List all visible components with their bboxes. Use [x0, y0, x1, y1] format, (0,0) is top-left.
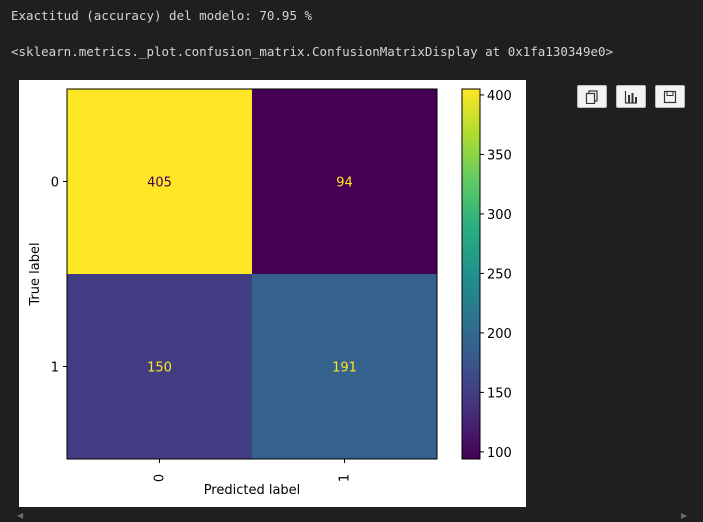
copy-button[interactable]: [577, 85, 607, 108]
matrix-frame: [66, 88, 438, 460]
y-axis-label: True label: [28, 242, 43, 306]
colorbar-tick-label: 400: [487, 89, 512, 104]
y-tick-label: 1: [51, 361, 59, 376]
matrix-cell-0-0: [67, 89, 252, 274]
colorbar-tick-label: 100: [487, 446, 512, 461]
plot-toolbar: [577, 85, 685, 108]
scroll-right-arrow[interactable]: ▶: [681, 511, 688, 520]
colorbar: [461, 88, 481, 460]
colorbar-ticks: 100 150 200 250 300 350 400: [480, 89, 512, 461]
cell-value-0-1: 94: [336, 176, 353, 191]
y-axis-ticks: 01: [51, 176, 67, 376]
save-button[interactable]: [655, 85, 685, 108]
bar-chart-icon: [624, 90, 637, 104]
colorbar-tick-label: 300: [487, 208, 512, 223]
x-tick-label: 0: [153, 474, 168, 482]
matrix-cell-0-1: [252, 89, 437, 274]
matrix-cell-1-0: [67, 274, 252, 459]
cell-value-1-1: 191: [332, 361, 357, 376]
colorbar-tick-label: 250: [487, 267, 512, 282]
accuracy-output-text: Exactitud (accuracy) del modelo: 70.95 %: [11, 8, 313, 23]
cell-value-1-0: 150: [147, 361, 172, 376]
y-tick-label: 0: [51, 176, 59, 191]
colorbar-tick-label: 200: [487, 327, 512, 342]
x-tick-label: 1: [338, 474, 353, 482]
save-icon: [663, 90, 677, 103]
matrix-cell-1-1: [252, 274, 437, 459]
colorbar-tick-label: 150: [487, 386, 512, 401]
scroll-left-arrow[interactable]: ◀: [17, 511, 24, 520]
cell-value-0-0: 405: [147, 176, 172, 191]
x-axis-label: Predicted label: [204, 483, 301, 498]
copy-icon: [585, 89, 598, 104]
display-repr-text: <sklearn.metrics._plot.confusion_matrix.…: [11, 44, 614, 59]
colorbar-tick-label: 350: [487, 148, 512, 163]
chart-button[interactable]: [616, 85, 646, 108]
matrix-cells: 405 94 150 191: [67, 89, 437, 459]
